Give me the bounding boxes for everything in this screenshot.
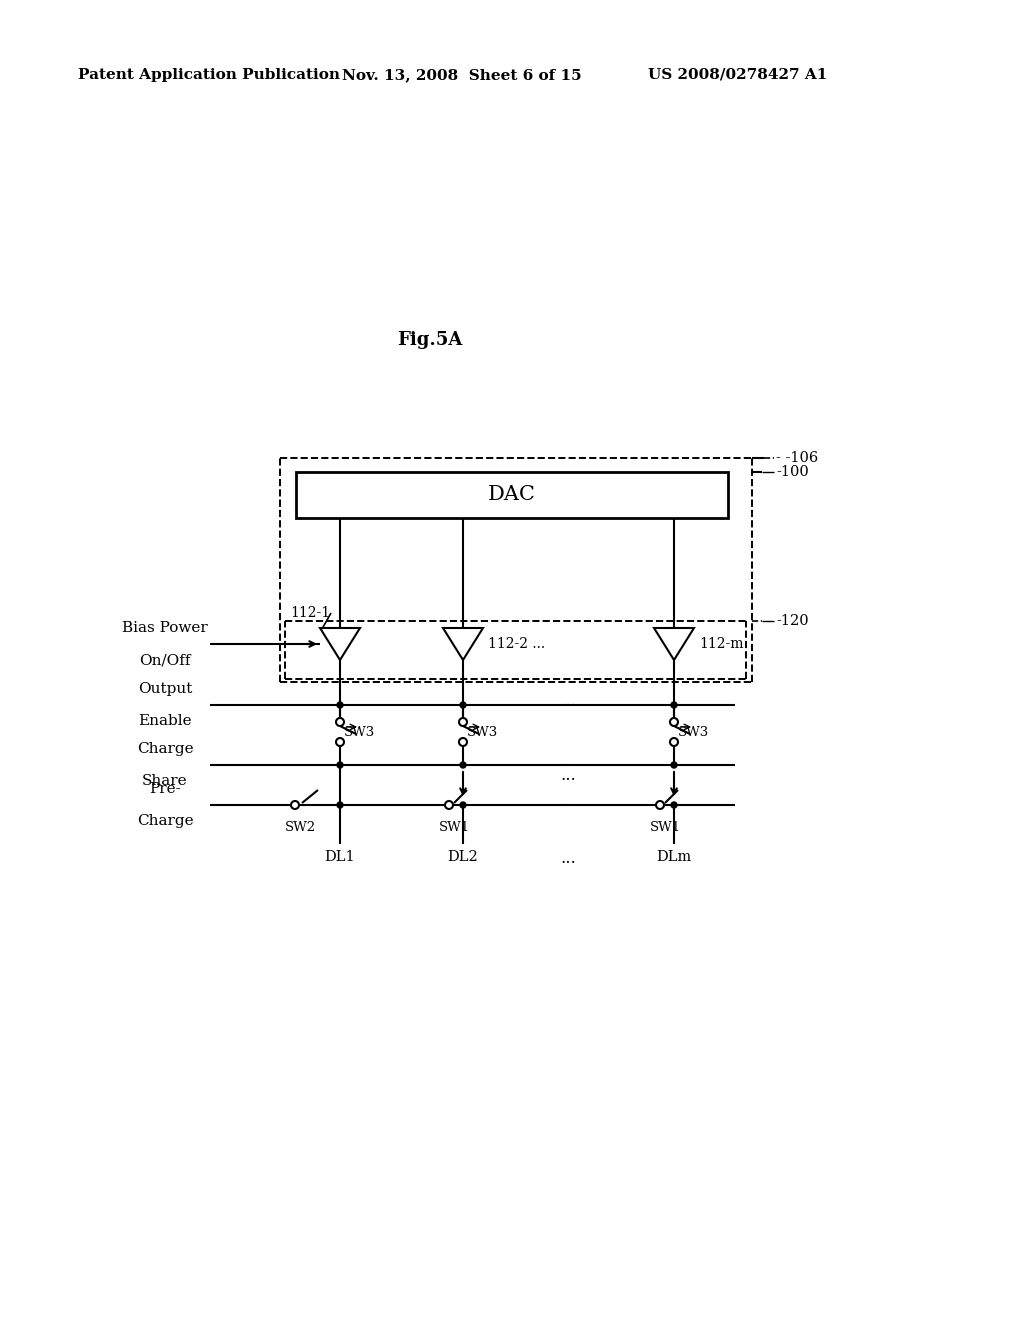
Text: SW1: SW1 bbox=[649, 821, 681, 834]
Text: SW3: SW3 bbox=[344, 726, 375, 738]
Circle shape bbox=[445, 801, 453, 809]
Text: ...: ... bbox=[560, 767, 575, 784]
Text: On/Off: On/Off bbox=[139, 653, 190, 667]
Text: ...: ... bbox=[560, 850, 575, 867]
Circle shape bbox=[460, 762, 466, 768]
Text: Bias Power: Bias Power bbox=[122, 620, 208, 635]
Text: 112-1: 112-1 bbox=[290, 606, 330, 620]
Text: - -106: - -106 bbox=[776, 451, 818, 465]
Circle shape bbox=[337, 762, 343, 768]
Text: Patent Application Publication: Patent Application Publication bbox=[78, 69, 340, 82]
Circle shape bbox=[336, 718, 344, 726]
Circle shape bbox=[459, 738, 467, 746]
Circle shape bbox=[459, 718, 467, 726]
Text: Pre-: Pre- bbox=[150, 781, 181, 796]
Text: Charge: Charge bbox=[136, 814, 194, 828]
Circle shape bbox=[671, 702, 677, 708]
Circle shape bbox=[671, 762, 677, 768]
Circle shape bbox=[670, 718, 678, 726]
Circle shape bbox=[670, 738, 678, 746]
Circle shape bbox=[671, 803, 677, 808]
Circle shape bbox=[336, 738, 344, 746]
Text: Enable: Enable bbox=[138, 714, 191, 729]
Circle shape bbox=[656, 801, 664, 809]
Circle shape bbox=[460, 803, 466, 808]
Text: -120: -120 bbox=[776, 614, 809, 628]
Text: 112-m: 112-m bbox=[699, 638, 743, 651]
Text: -100: -100 bbox=[776, 465, 809, 479]
Circle shape bbox=[291, 801, 299, 809]
Circle shape bbox=[460, 702, 466, 708]
Text: ...: ... bbox=[560, 793, 575, 810]
Text: SW3: SW3 bbox=[678, 726, 710, 738]
Text: DL2: DL2 bbox=[447, 850, 478, 865]
Circle shape bbox=[337, 803, 343, 808]
Text: 112-2 ...: 112-2 ... bbox=[488, 638, 545, 651]
Text: SW2: SW2 bbox=[285, 821, 315, 834]
Text: DLm: DLm bbox=[656, 850, 691, 865]
Text: Fig.5A: Fig.5A bbox=[397, 331, 463, 348]
Text: ...: ... bbox=[560, 693, 575, 710]
Text: DL1: DL1 bbox=[325, 850, 355, 865]
Text: US 2008/0278427 A1: US 2008/0278427 A1 bbox=[648, 69, 827, 82]
Circle shape bbox=[337, 702, 343, 708]
Bar bbox=[296, 473, 728, 517]
Text: SW3: SW3 bbox=[467, 726, 499, 738]
Text: Charge: Charge bbox=[136, 742, 194, 756]
Text: Share: Share bbox=[142, 774, 187, 788]
Text: ...: ... bbox=[560, 754, 575, 771]
Text: Output: Output bbox=[138, 682, 193, 696]
Text: DAC: DAC bbox=[488, 486, 536, 504]
Text: Nov. 13, 2008  Sheet 6 of 15: Nov. 13, 2008 Sheet 6 of 15 bbox=[342, 69, 582, 82]
Text: SW1: SW1 bbox=[438, 821, 470, 834]
